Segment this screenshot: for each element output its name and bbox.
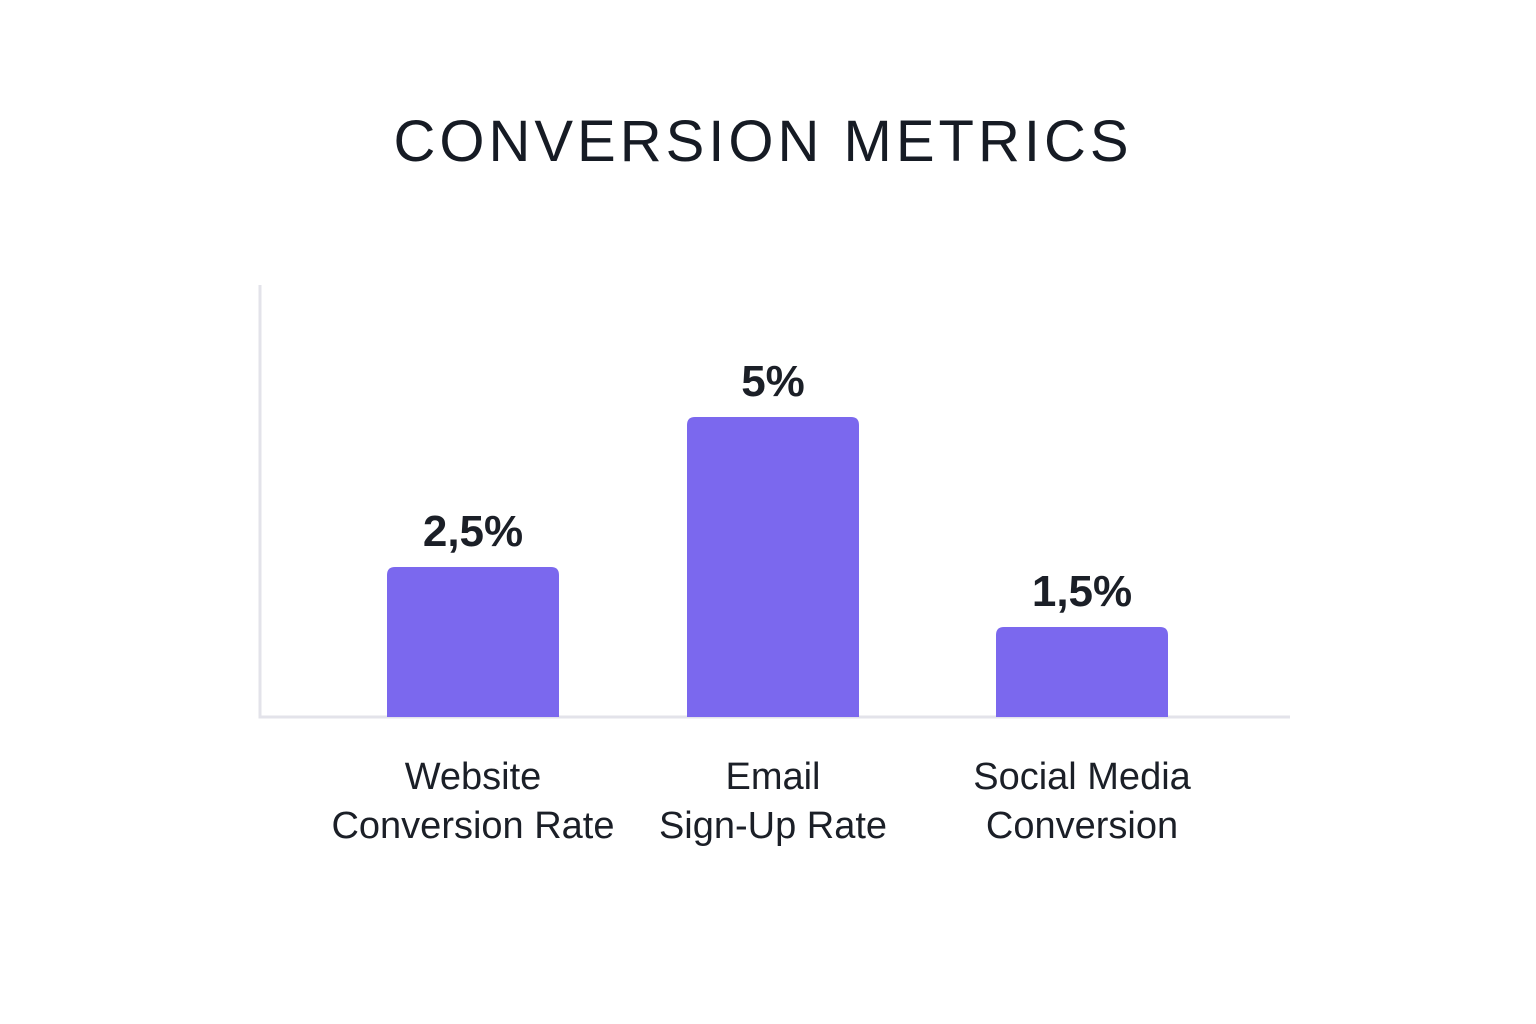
category-label: Social Media Conversion [973, 756, 1191, 847]
bar [687, 417, 859, 717]
bar [387, 567, 559, 717]
bar-value-label: 1,5% [1032, 567, 1132, 616]
category-label-line: Website [405, 756, 542, 798]
value-labels: 2,5% 5% 1,5% [423, 357, 1132, 616]
category-label-line: Email [725, 756, 820, 798]
bar [996, 627, 1168, 717]
category-label: Website Conversion Rate [331, 756, 614, 847]
category-label-line: Conversion [986, 805, 1178, 847]
category-labels: Website Conversion Rate Email Sign-Up Rate S… [331, 756, 1191, 847]
category-label-line: Sign-Up Rate [659, 805, 887, 847]
category-label-line: Social Media [973, 756, 1191, 798]
category-label-line: Conversion Rate [331, 805, 614, 847]
bar-value-label: 5% [741, 357, 805, 406]
category-label: Email Sign-Up Rate [659, 756, 887, 847]
bars [387, 417, 1168, 717]
chart-title: CONVERSION METRICS [393, 109, 1133, 174]
bar-value-label: 2,5% [423, 507, 523, 556]
